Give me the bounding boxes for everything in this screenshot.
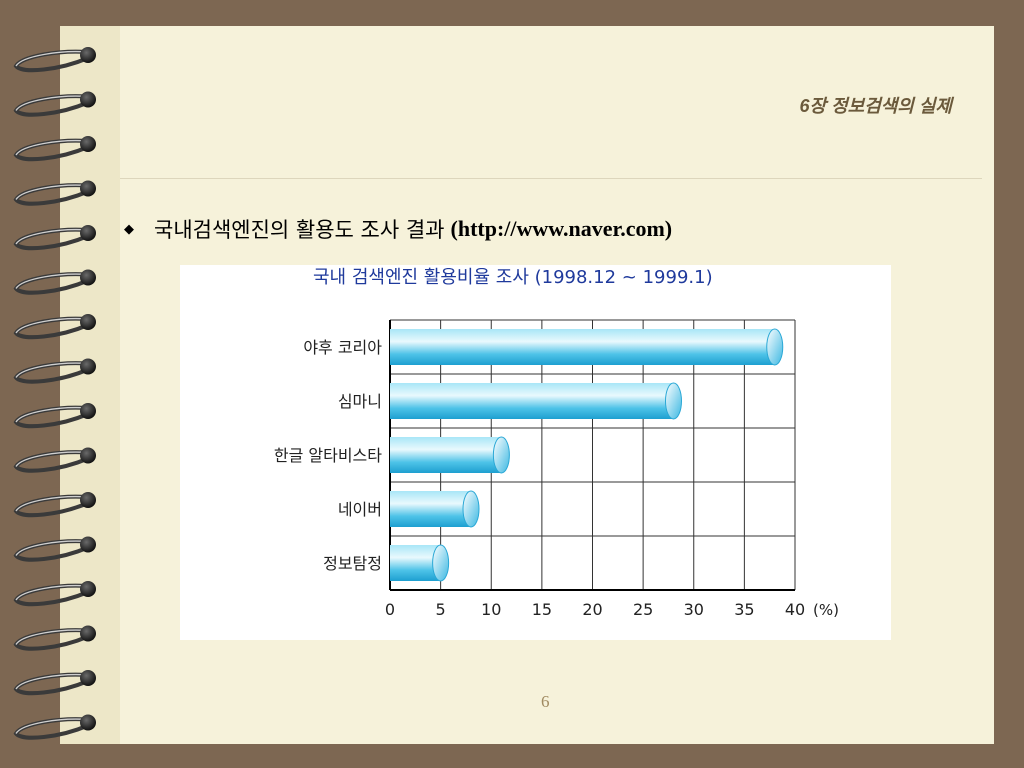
header-divider (120, 178, 982, 179)
slide-header-title: 6장 정보검색의 실제 (799, 96, 953, 116)
bullet-url: (http://www.naver.com) (450, 216, 673, 241)
diamond-bullet-icon: ◆ (124, 221, 134, 237)
bar (390, 382, 682, 420)
x-tick-label: 35 (734, 600, 754, 619)
bullet-text: 국내검색엔진의 활용도 조사 결과 (154, 218, 445, 242)
bar (390, 436, 510, 474)
category-label: 네이버 (338, 500, 382, 519)
bar (390, 328, 784, 366)
x-tick-label: 15 (532, 600, 552, 619)
binding-ring (13, 136, 96, 162)
category-label: 한글 알타비스타 (274, 446, 382, 465)
search-engine-usage-chart: 국내 검색엔진 활용비율 조사 (1998.12 ~ 1999.1) 야후 코리아… (274, 267, 839, 619)
binding-ring (13, 225, 96, 251)
x-tick-label: 25 (633, 600, 653, 619)
binding-ring (13, 670, 96, 696)
binding-ring (13, 581, 96, 607)
x-tick-label: 0 (385, 600, 395, 619)
bar (390, 490, 480, 528)
page-number: 6 (541, 692, 550, 711)
binding-ring (13, 492, 96, 518)
x-tick-label: 30 (684, 600, 704, 619)
x-tick-label: 5 (436, 600, 446, 619)
category-label: 정보탐정 (323, 554, 382, 573)
binding-ring (13, 536, 96, 562)
category-label: 심마니 (338, 392, 382, 411)
bar (390, 544, 450, 582)
bullet-item: ◆ 국내검색엔진의 활용도 조사 결과 (http://www.naver.co… (124, 214, 672, 244)
x-tick-label: 40 (785, 600, 805, 619)
x-tick-label: 10 (481, 600, 501, 619)
binding-ring (13, 47, 96, 73)
binding-ring (13, 625, 96, 651)
chart-title: 국내 검색엔진 활용비율 조사 (1998.12 ~ 1999.1) (313, 267, 713, 288)
category-label: 야후 코리아 (303, 338, 382, 357)
binding-ring (13, 714, 96, 740)
binding-ring (13, 269, 96, 295)
chart-image: 국내 검색엔진 활용비율 조사 (1998.12 ~ 1999.1) 야후 코리아… (180, 265, 891, 640)
x-unit-label: (%) (813, 601, 839, 619)
binding-ring (13, 180, 96, 206)
binding-ring (13, 447, 96, 473)
binding-ring (13, 358, 96, 384)
binding-ring (13, 91, 96, 117)
x-tick-label: 20 (582, 600, 602, 619)
spiral-binding-rings (13, 47, 96, 740)
binding-ring (13, 403, 96, 429)
binding-ring (13, 314, 96, 340)
